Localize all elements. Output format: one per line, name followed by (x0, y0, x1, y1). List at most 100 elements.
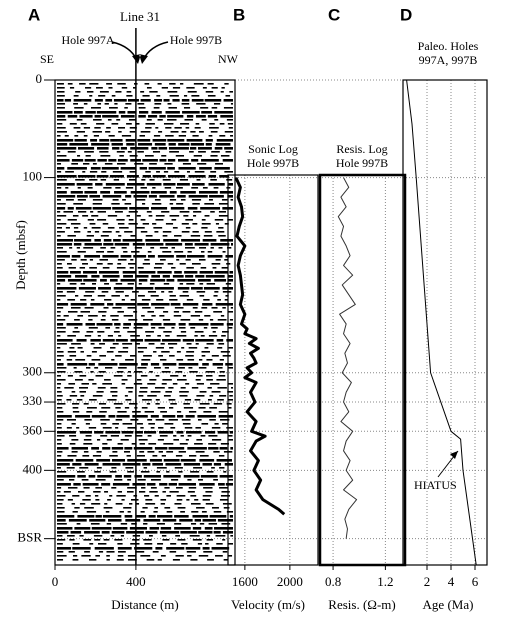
reflector (141, 359, 151, 361)
reflector (190, 495, 197, 497)
reflector (145, 243, 164, 246)
reflector (86, 331, 94, 333)
reflector (106, 551, 115, 553)
reflector (101, 407, 111, 409)
reflector (57, 359, 61, 361)
reflector (217, 399, 224, 401)
reflector (188, 367, 193, 369)
reflector (140, 91, 145, 93)
reflector (163, 183, 176, 186)
reflector (142, 463, 151, 466)
reflector (211, 87, 218, 89)
reflector (219, 395, 227, 397)
reflector (121, 135, 132, 137)
reflector (155, 399, 160, 401)
reflector (188, 411, 197, 413)
reflector (115, 291, 124, 293)
reflector (135, 435, 143, 437)
reflector (137, 267, 144, 269)
reflector (204, 203, 215, 205)
reflector (67, 487, 78, 489)
reflector (222, 159, 233, 162)
reflector (80, 351, 84, 353)
reflector (167, 167, 175, 170)
reflector (142, 175, 152, 178)
reflector (210, 155, 218, 157)
reflector (214, 279, 227, 282)
reflector (160, 555, 166, 557)
reflector (225, 255, 233, 258)
reflector (168, 387, 174, 389)
reflector (143, 523, 148, 525)
reflector (186, 283, 195, 285)
reflector (150, 323, 162, 326)
reflector (159, 435, 168, 437)
reflector (127, 555, 136, 557)
reflector (90, 167, 101, 170)
reflector (174, 127, 182, 129)
reflector (72, 559, 79, 561)
reflector (57, 419, 64, 421)
reflector (151, 111, 162, 114)
reflector (190, 315, 201, 317)
reflector (168, 399, 176, 401)
reflector (118, 111, 126, 114)
reflector (100, 319, 106, 321)
reflector (112, 451, 118, 453)
reflector (132, 243, 145, 246)
reflector (139, 135, 146, 137)
reflector (83, 439, 92, 441)
reflector (157, 407, 166, 409)
reflector (70, 531, 82, 534)
panel-label: C (328, 5, 340, 24)
reflector (203, 411, 212, 413)
reflector (57, 387, 61, 389)
reflector (130, 235, 137, 237)
reflector (104, 163, 113, 165)
reflector (136, 215, 141, 217)
reflector (224, 131, 233, 133)
reflector (84, 531, 100, 534)
reflector (155, 263, 164, 265)
reflector (229, 91, 233, 93)
reflector (71, 163, 79, 165)
reflector (98, 95, 106, 97)
reflector (67, 167, 87, 170)
reflector (122, 199, 126, 201)
y-tick-label: BSR (17, 530, 42, 545)
reflector (207, 251, 213, 253)
reflector (200, 107, 209, 109)
reflector (137, 351, 144, 353)
reflector (112, 307, 122, 309)
reflector (74, 231, 81, 233)
reflector (174, 271, 182, 274)
reflector (129, 127, 137, 129)
reflector (201, 351, 210, 353)
reflector (162, 319, 171, 321)
reflector (207, 255, 223, 258)
reflector (149, 379, 157, 381)
reflector (97, 387, 106, 389)
reflector (82, 263, 88, 265)
reflector (226, 119, 233, 121)
reflector (165, 243, 183, 246)
reflector (71, 451, 78, 453)
reflector (170, 427, 176, 429)
reflector (57, 183, 75, 186)
reflector (215, 143, 231, 146)
reflector (120, 535, 124, 537)
reflector (157, 119, 163, 121)
reflector (227, 391, 233, 393)
reflector (186, 139, 203, 142)
reflector (196, 507, 205, 509)
panel-title: Sonic Log (248, 142, 298, 156)
reflector (57, 543, 63, 545)
reflector (215, 303, 233, 306)
reflector (144, 411, 154, 413)
reflector (193, 83, 204, 85)
reflector (134, 547, 153, 550)
reflector (212, 267, 217, 269)
reflector (111, 459, 126, 462)
reflector (183, 475, 200, 478)
reflector (104, 503, 108, 505)
